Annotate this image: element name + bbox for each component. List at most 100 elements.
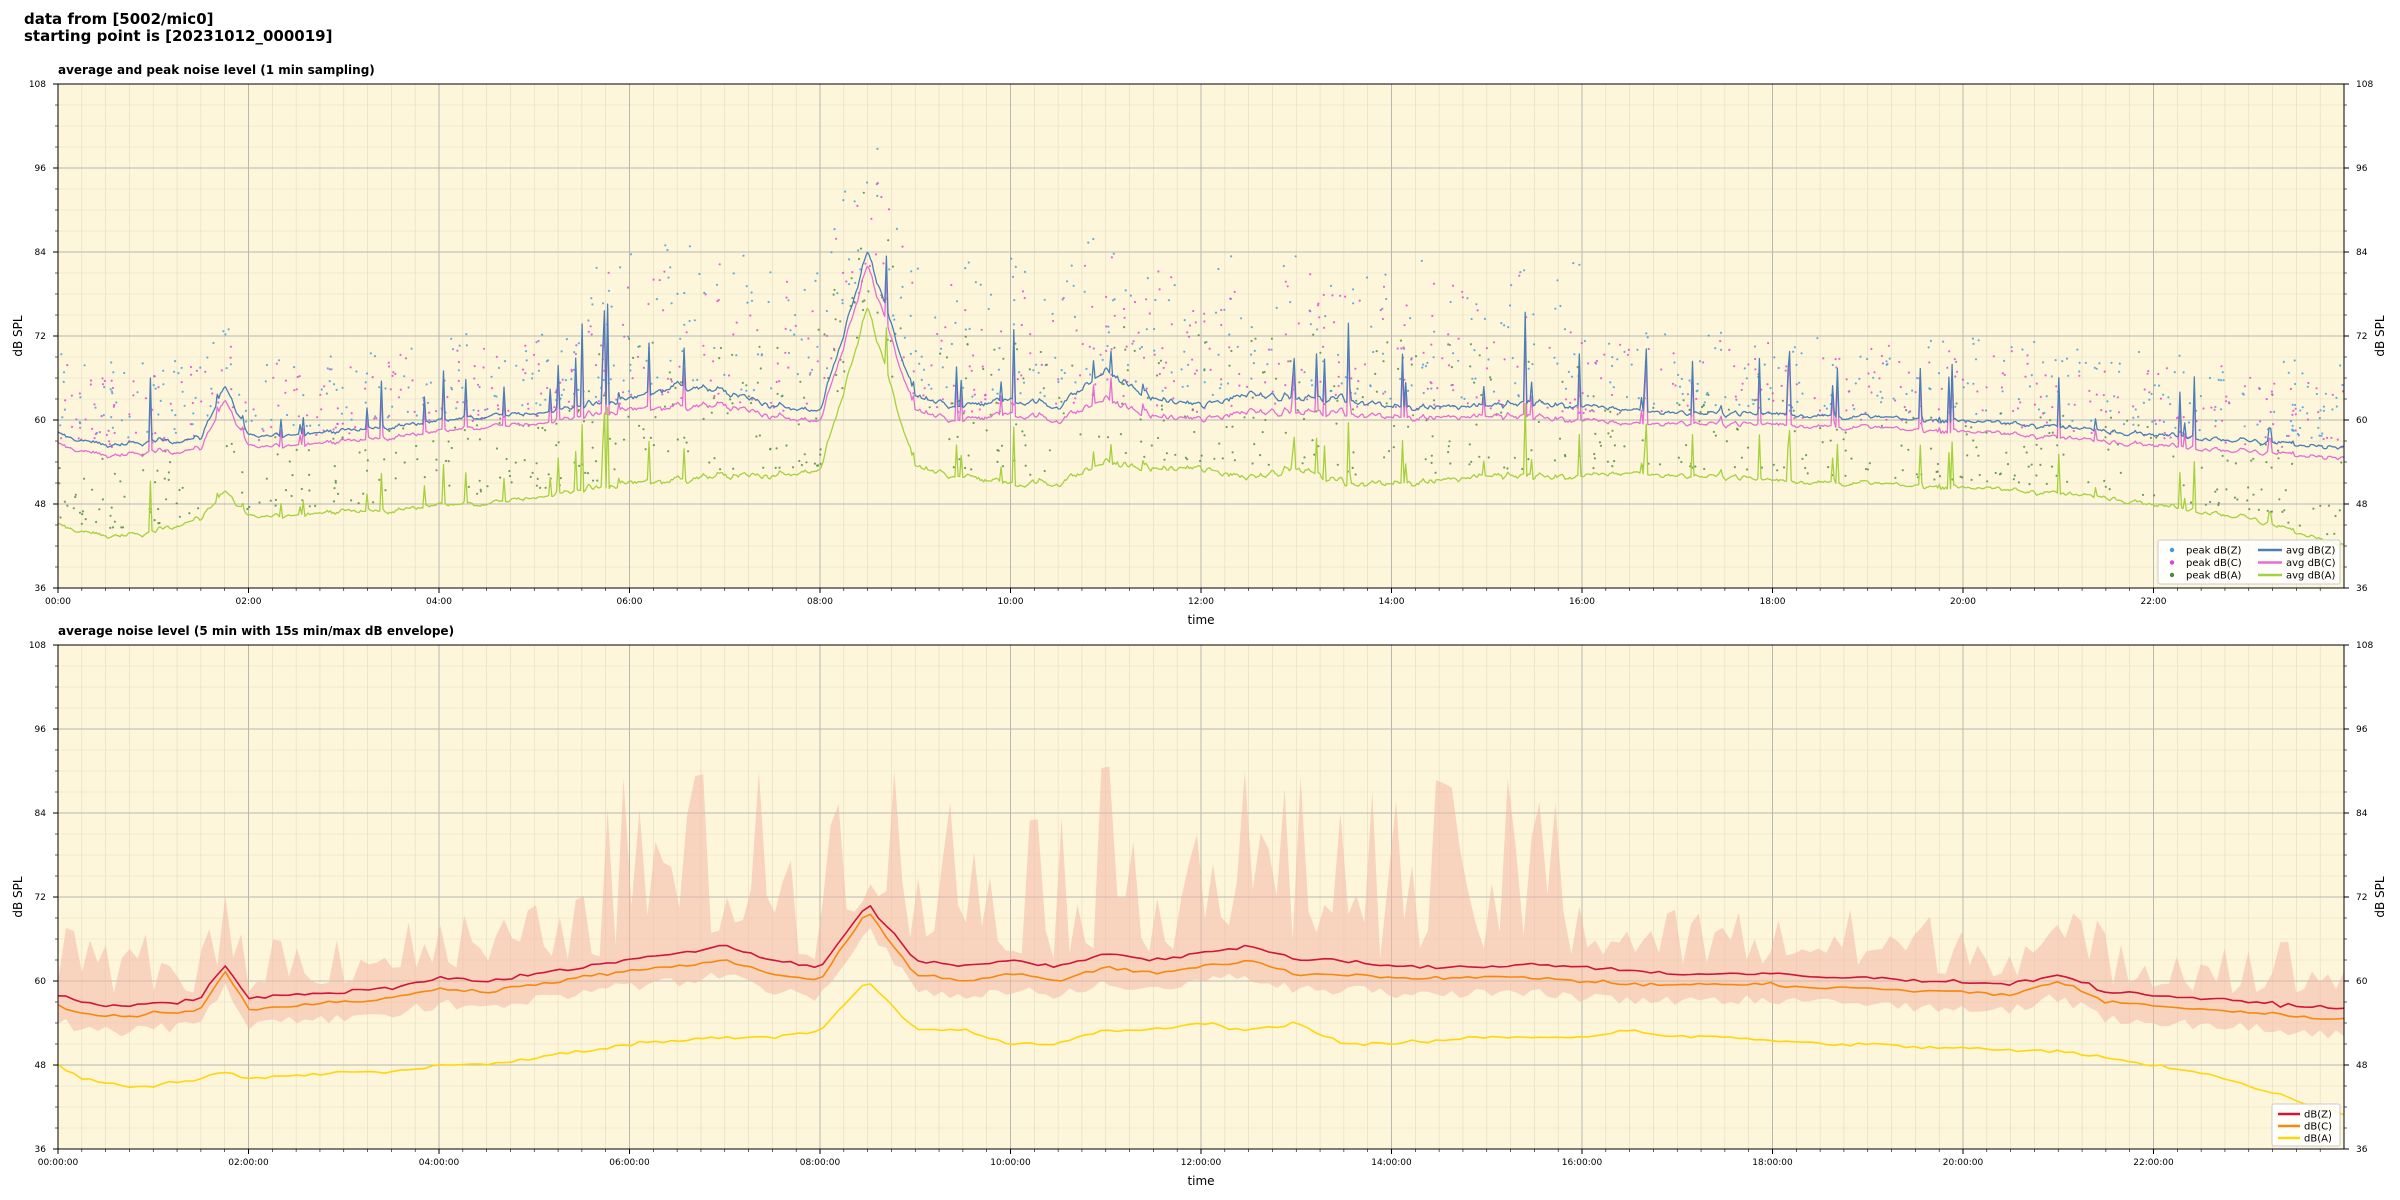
peak-z-point <box>1972 342 1975 345</box>
peak-a-point <box>1623 445 1626 448</box>
peak-z-point <box>1563 328 1567 331</box>
peak-z-point <box>1170 371 1173 374</box>
peak-a-point <box>1915 473 1918 476</box>
peak-z-point <box>1316 328 1319 331</box>
peak-c-point <box>785 296 788 299</box>
peak-a-point <box>508 474 512 478</box>
y-axis-label-left: dB SPL <box>11 876 25 918</box>
peak-c-point <box>1432 282 1436 285</box>
peak-c-point <box>703 353 706 356</box>
peak-z-point <box>378 386 381 389</box>
peak-c-point <box>1186 331 1189 334</box>
peak-c-point <box>901 245 904 248</box>
peak-c-point <box>594 364 598 367</box>
peak-c-point <box>1594 362 1598 365</box>
peak-z-point <box>1763 363 1766 366</box>
peak-a-point <box>2265 461 2268 464</box>
peak-c-point <box>473 377 476 380</box>
peak-c-point <box>507 409 510 412</box>
peak-a-point <box>568 409 571 412</box>
peak-a-point <box>535 462 538 465</box>
peak-z-point <box>1527 367 1530 370</box>
peak-c-point <box>1695 397 1698 400</box>
peak-c-point <box>78 392 81 395</box>
peak-a-point <box>1449 462 1452 465</box>
peak-c-point <box>101 377 104 380</box>
peak-c-point <box>497 408 500 411</box>
peak-z-point <box>177 372 180 375</box>
peak-z-point <box>83 364 86 367</box>
peak-z-point <box>537 369 541 372</box>
peak-a-point <box>1527 458 1530 461</box>
peak-a-point <box>651 341 654 344</box>
peak-a-point <box>836 390 839 393</box>
peak-a-point <box>2333 532 2336 535</box>
peak-a-point <box>1936 462 1939 466</box>
peak-c-point <box>204 370 207 373</box>
peak-z-point <box>1859 355 1862 358</box>
peak-z-point <box>183 404 186 407</box>
peak-z-point <box>1309 323 1312 326</box>
peak-a-point <box>1487 456 1490 459</box>
peak-a-point <box>308 505 311 508</box>
peak-z-point <box>2322 409 2325 412</box>
peak-a-point <box>718 357 721 360</box>
x-tick-label: 18:00:00 <box>1752 1158 1793 1168</box>
peak-a-point <box>388 429 391 433</box>
peak-z-point <box>1183 350 1186 353</box>
peak-c-point <box>1845 378 1848 381</box>
peak-c-point <box>1867 385 1871 388</box>
peak-c-point <box>364 387 367 390</box>
peak-z-point <box>1369 385 1372 388</box>
peak-c-point <box>1145 298 1148 301</box>
peak-z-point <box>916 267 920 270</box>
peak-z-point <box>2291 403 2294 406</box>
peak-a-point <box>762 466 765 469</box>
peak-z-point <box>1352 288 1355 291</box>
peak-z-point <box>1676 402 1679 405</box>
peak-c-point <box>2000 386 2003 389</box>
peak-z-point <box>1630 363 1633 366</box>
peak-a-point <box>188 512 191 515</box>
peak-c-point <box>1062 296 1065 300</box>
peak-c-point <box>1331 294 1334 297</box>
peak-z-point <box>2110 361 2113 364</box>
peak-a-point <box>1015 423 1018 426</box>
peak-z-point <box>841 302 844 305</box>
peak-a-point <box>1252 416 1255 419</box>
peak-a-point <box>598 353 601 356</box>
peak-c-point <box>981 365 984 368</box>
peak-a-point <box>307 449 310 452</box>
peak-c-point <box>1158 372 1161 376</box>
peak-a-point <box>1611 429 1614 432</box>
peak-c-point <box>2001 372 2004 375</box>
peak-z-point <box>594 395 598 398</box>
peak-a-point <box>1411 414 1415 417</box>
peak-z-point <box>1126 363 1130 367</box>
peak-z-point <box>570 378 573 381</box>
peak-z-point <box>1570 375 1574 378</box>
peak-c-point <box>1878 377 1881 380</box>
peak-z-point <box>146 430 149 433</box>
peak-z-point <box>152 384 155 387</box>
peak-z-point <box>1217 267 1220 271</box>
peak-c-point <box>554 391 557 394</box>
peak-z-point <box>1872 376 1875 379</box>
peak-c-point <box>1466 402 1469 405</box>
peak-z-point <box>998 347 1001 350</box>
peak-c-point <box>964 309 967 312</box>
peak-c-point <box>662 309 665 312</box>
peak-a-point <box>862 191 865 194</box>
peak-c-point <box>1339 294 1342 297</box>
peak-c-point <box>277 404 280 407</box>
peak-z-point <box>1974 358 1978 361</box>
peak-c-point <box>912 370 915 373</box>
peak-z-point <box>1186 384 1189 388</box>
peak-c-point <box>1091 305 1094 308</box>
peak-a-point <box>366 459 369 462</box>
peak-a-point <box>2149 436 2152 439</box>
peak-c-point <box>1382 392 1385 395</box>
peak-c-point <box>1801 416 1804 419</box>
peak-a-point <box>1448 440 1451 443</box>
peak-a-point <box>803 396 806 399</box>
